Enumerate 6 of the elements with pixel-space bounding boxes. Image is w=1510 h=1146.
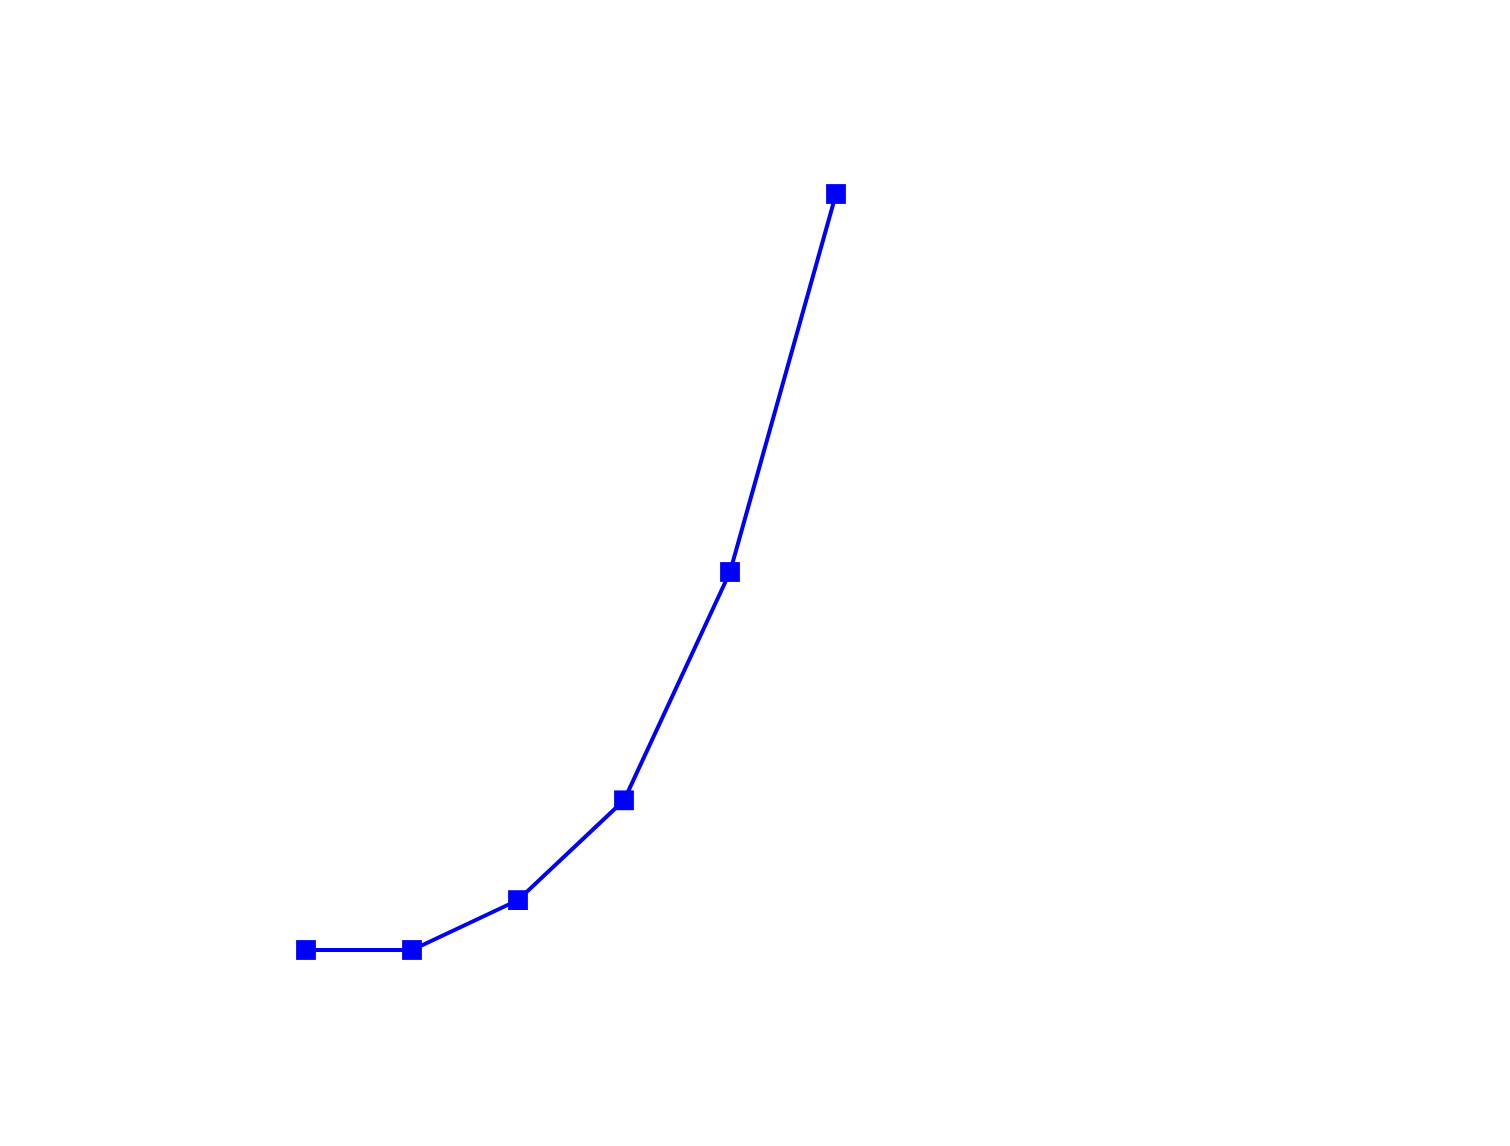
point: [296, 940, 316, 960]
point: [720, 562, 740, 582]
point: [402, 940, 422, 960]
point: [614, 790, 634, 811]
point: [508, 890, 528, 910]
point: [826, 184, 846, 204]
